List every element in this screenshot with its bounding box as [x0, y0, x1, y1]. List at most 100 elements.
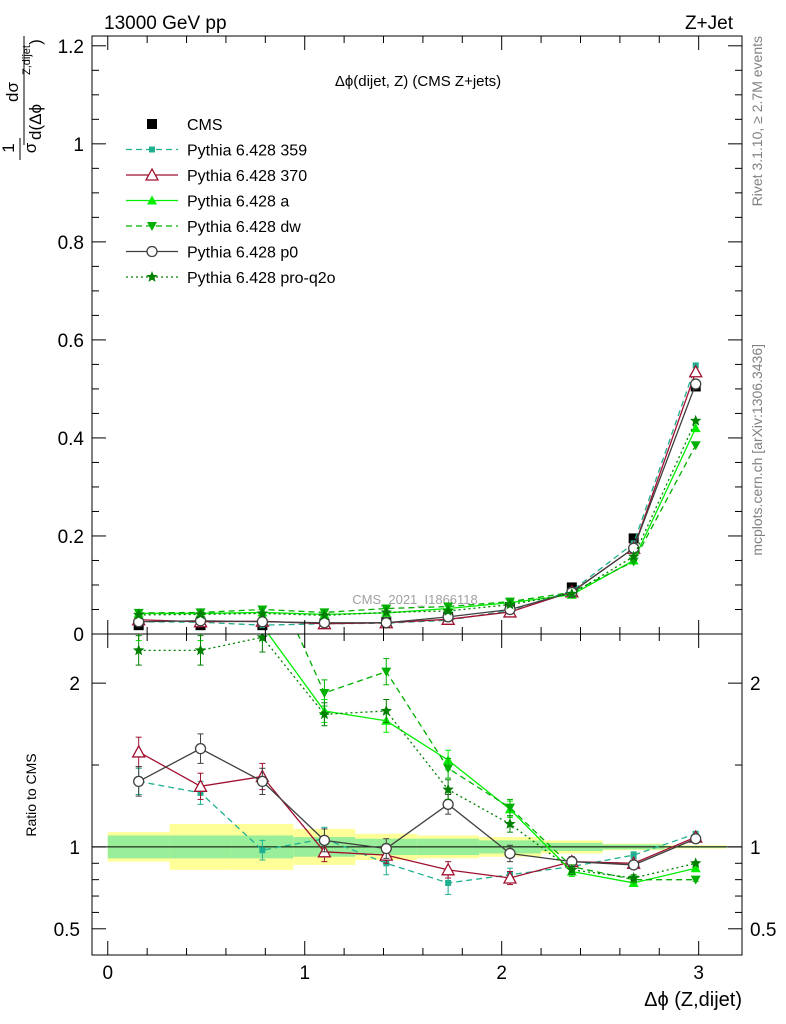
- ratio-point: [194, 742, 207, 755]
- x-tick-label: 3: [693, 963, 704, 984]
- y-tick-label: 0: [73, 625, 84, 646]
- data-point: [690, 378, 702, 390]
- plot-title: Δϕ(dijet, Z) (CMS Z+jets): [335, 73, 501, 90]
- data-point: [690, 423, 701, 433]
- legend-entry: Pythia 6.428 a: [126, 194, 289, 211]
- ratio-y-tick-label: 2: [69, 674, 80, 695]
- ratio-series-line: [297, 634, 696, 881]
- ratio-y-tick-label: 1: [69, 838, 80, 859]
- ratio-point: [441, 862, 456, 876]
- ratio-series-line: [138, 747, 696, 866]
- side-mcplots-label: mcplots.cern.ch [arXiv:1306.3436]: [749, 344, 765, 556]
- ratio-series-line: [267, 634, 696, 884]
- legend-label: Pythia 6.428 dw: [187, 219, 301, 236]
- ratio-series-line: [138, 780, 696, 884]
- ratio-point: [690, 863, 701, 873]
- main-ylabel: 1 σ dσ d(Δϕ Z,dijet ): [0, 36, 45, 160]
- data-point: [133, 616, 145, 628]
- ratio-point: [193, 778, 208, 792]
- data-point: [628, 533, 639, 544]
- header-left: 13000 GeV pp: [104, 13, 227, 34]
- legend-label: Pythia 6.428 p0: [187, 245, 298, 262]
- legend-label: Pythia 6.428 a: [187, 194, 289, 211]
- series-line: [138, 365, 697, 626]
- ratio-point: [131, 744, 146, 758]
- ratio-ylabel: Ratio to CMS: [23, 753, 39, 836]
- ratio-series-line: [138, 636, 696, 879]
- main-series-layer: [131, 362, 703, 631]
- legend: CMS Pythia 6.428 359 Pythia 6.428 370 Pythi…: [126, 117, 336, 287]
- data-point: [380, 606, 392, 618]
- x-tick-label: 2: [496, 963, 507, 984]
- ratio-point: [381, 667, 392, 677]
- series-line: [138, 427, 697, 616]
- series-6: [133, 414, 702, 621]
- ratio-series-4: [133, 733, 702, 871]
- main-ylabel-sup: Z,dijet: [21, 45, 33, 75]
- ratio-point: [319, 688, 330, 698]
- x-tick-label: 1: [299, 963, 310, 984]
- ratio-point: [690, 875, 701, 885]
- ratio-point: [690, 857, 702, 869]
- series-line: [138, 371, 697, 625]
- legend-label: CMS: [187, 117, 223, 134]
- ratio-point: [628, 859, 640, 871]
- ratio-point: [630, 852, 637, 859]
- ratio-point: [445, 879, 452, 886]
- ratio-point: [256, 775, 269, 788]
- ratio-series-layer: [131, 551, 703, 895]
- legend-entry: Pythia 6.428 p0: [126, 245, 298, 262]
- legend-marker: [147, 119, 157, 129]
- legend-label: Pythia 6.428 370: [187, 168, 307, 185]
- series-line: [138, 383, 697, 624]
- data-point: [256, 616, 269, 628]
- legend-marker: [149, 146, 155, 153]
- y-tick-label: 0.8: [58, 233, 84, 254]
- series-line: [138, 420, 697, 617]
- legend-entry: Pythia 6.428 359: [126, 143, 307, 160]
- legend-entry: Pythia 6.428 370: [126, 167, 307, 185]
- ratio-point: [504, 847, 516, 860]
- x-axis-label: Δϕ (Z,dijet): [644, 989, 742, 1011]
- ratio-y-tick-label: 0.5: [54, 920, 80, 941]
- side-rivet-label: Rivet 3.1.10, ≥ 2.7M events: [749, 36, 765, 206]
- ratio-point: [502, 870, 518, 884]
- series-5: [133, 378, 702, 629]
- ratio-point: [504, 803, 515, 813]
- data-point: [688, 364, 703, 378]
- legend-entry: Pythia 6.428 pro-q2o: [126, 270, 336, 287]
- data-point: [194, 608, 207, 620]
- watermark: CMS_2021_I1866118: [352, 592, 478, 607]
- series-3: [133, 423, 701, 619]
- ratio-point: [259, 847, 266, 854]
- legend-label: Pythia 6.428 359: [187, 143, 307, 160]
- ratio-point: [443, 764, 454, 774]
- data-point: [690, 414, 702, 426]
- ratio-point: [257, 551, 267, 560]
- data-point: [380, 617, 392, 629]
- y-tick-label: 0.2: [58, 527, 84, 548]
- series-2: [131, 364, 703, 630]
- ratio-point: [690, 833, 702, 845]
- data-point: [318, 609, 331, 621]
- ratio-point: [133, 775, 145, 788]
- ratio-point: [442, 783, 454, 795]
- main-ylabel-one: 1: [0, 143, 18, 152]
- ratio-point: [628, 872, 640, 883]
- x-tick-label: 0: [102, 963, 113, 984]
- legend-marker: [144, 167, 160, 181]
- ratio-y-tick-label-right: 2: [750, 674, 761, 695]
- data-point: [504, 598, 516, 610]
- ratio-point: [194, 644, 207, 656]
- y-tick-label: 0.6: [58, 331, 84, 352]
- legend-label: Pythia 6.428 pro-q2o: [187, 270, 336, 287]
- data-point: [690, 441, 701, 451]
- main-ylabel-close: ): [26, 39, 45, 45]
- y-tick-label: 1.2: [58, 37, 84, 58]
- header-right: Z+Jet: [685, 13, 734, 34]
- axes-frames: 0 0.2 0.4 0.6 0.8 1 1.2 0.5 0.5 1 1 2 2 0 1 2 3: [54, 35, 776, 984]
- data-point: [628, 550, 640, 562]
- ratio-point: [380, 705, 392, 716]
- data-point: [133, 608, 145, 620]
